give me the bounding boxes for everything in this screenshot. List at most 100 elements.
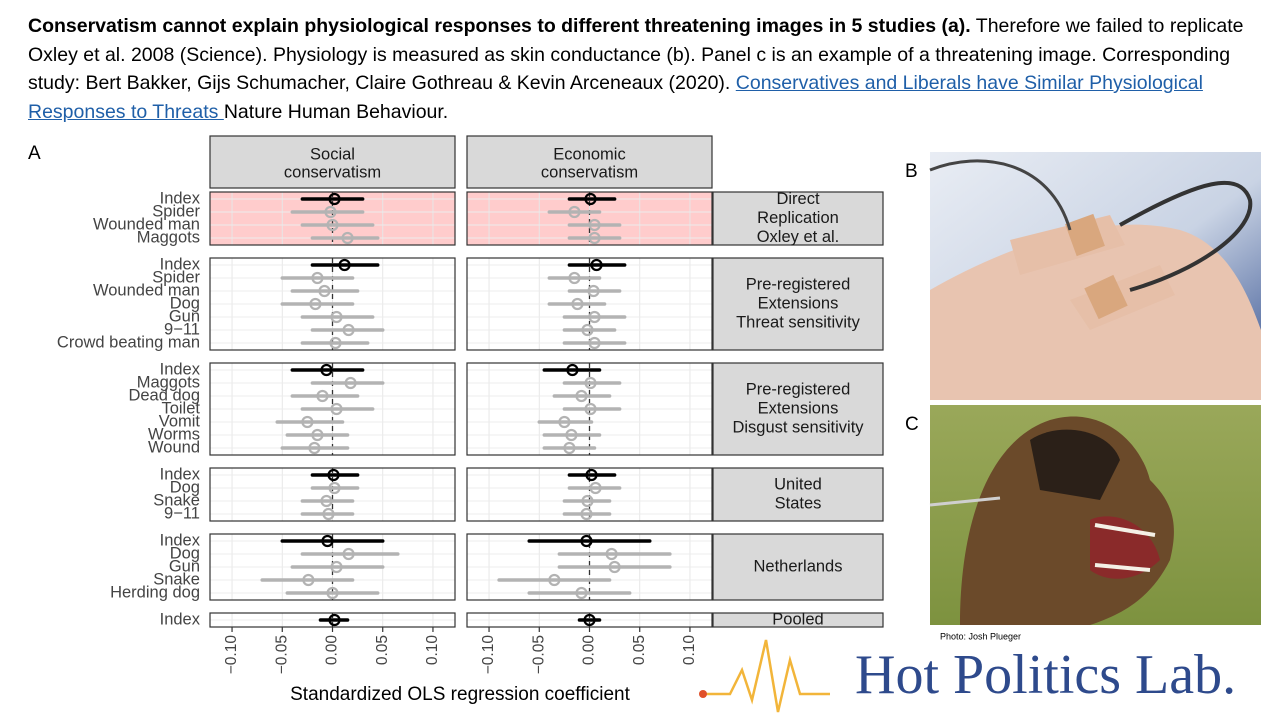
article-link[interactable]: Conservatives and Liberals have Similar … [28, 72, 1203, 123]
strip-label: Economic [553, 145, 625, 163]
estimate-point [321, 534, 334, 548]
estimate-point [301, 415, 314, 429]
strip-label: Extensions [758, 294, 839, 312]
logo-text: Hot Politics Lab. [855, 644, 1236, 706]
estimate-point [585, 468, 598, 482]
strip [712, 191, 884, 246]
x-tick-label: 0.10 [424, 635, 441, 666]
estimate-point [311, 271, 324, 285]
y-tick-label: Snake [153, 570, 200, 588]
panel-border [466, 362, 713, 456]
x-tick-label: 0.00 [581, 635, 598, 666]
estimate-point [330, 402, 343, 416]
panel-border [209, 362, 456, 456]
panel-border [466, 257, 713, 351]
estimate-point [320, 494, 333, 508]
x-tick-label: 0.00 [324, 635, 341, 666]
y-tick-label: Dog [170, 544, 200, 562]
strip-label: conservatism [284, 163, 381, 181]
panel-border [466, 191, 713, 246]
estimate-point [342, 323, 355, 337]
y-tick-label: Index [160, 360, 201, 378]
y-tick-label: 9−11 [164, 504, 200, 522]
y-tick-label: Maggots [137, 228, 200, 246]
y-tick-label: Spider [152, 202, 200, 220]
strip-label: States [775, 494, 822, 512]
strip-label: Netherlands [754, 557, 843, 575]
strip-label: Replication [757, 209, 839, 227]
estimate-point [575, 389, 588, 403]
strip [209, 135, 456, 189]
estimate-point [327, 468, 340, 482]
y-tick-label: Gun [169, 557, 200, 575]
y-tick-label: Worms [148, 425, 200, 443]
estimate-point [588, 218, 601, 232]
estimate-point [581, 494, 594, 508]
y-tick-label: Index [160, 465, 201, 483]
panel-border [209, 467, 456, 522]
estimate-point [320, 363, 333, 377]
caption-bold: Conservatism cannot explain physiologica… [28, 15, 971, 37]
estimate-point [588, 231, 601, 245]
estimate-point [330, 560, 343, 574]
caption-tail: Nature Human Behaviour. [223, 100, 449, 123]
logo: Hot Politics Lab. [699, 639, 1236, 713]
estimate-point [568, 205, 581, 219]
estimate-point [565, 428, 578, 442]
estimate-point [581, 323, 594, 337]
estimate-point [318, 284, 331, 298]
estimate-point [583, 613, 596, 627]
y-tick-label: Index [160, 255, 201, 273]
panel-border [209, 533, 456, 601]
estimate-point [608, 560, 621, 574]
y-tick-label: Index [160, 531, 201, 549]
panel-label: A [28, 143, 41, 164]
estimate-point [571, 297, 584, 311]
y-tick-label: Dog [170, 478, 200, 496]
x-tick-label: 0.05 [631, 635, 648, 665]
estimate-point [580, 507, 593, 521]
y-tick-label: Toilet [161, 399, 200, 417]
y-tick-label: Spider [152, 268, 200, 286]
strip-label: Oxley et al. [757, 228, 840, 246]
photo-dog [929, 405, 1261, 625]
estimate-point [588, 310, 601, 324]
estimate-point [558, 415, 571, 429]
photo-sensor [929, 152, 1261, 400]
y-tick-label: Snake [153, 491, 200, 509]
x-tick-label: −0.10 [480, 635, 497, 675]
strip-label: Direct [776, 190, 820, 208]
estimate-point [322, 507, 335, 521]
x-axis-label: Standardized OLS regression coefficient [290, 684, 630, 705]
caption: Conservatism cannot explain physiologica… [28, 12, 1263, 126]
photo-credit: Photo: Josh Plueger [940, 631, 1021, 641]
strip [466, 135, 713, 189]
y-tick-label: 9−11 [164, 320, 200, 338]
y-tick-label: Index [160, 610, 201, 628]
panel-border [209, 191, 456, 246]
y-tick-label: Maggots [137, 373, 200, 391]
strip-label: Social [310, 145, 355, 163]
y-tick-label: Wounded man [93, 281, 200, 299]
estimate-point [342, 547, 355, 561]
estimate-point [584, 376, 597, 390]
estimate-point [302, 573, 315, 587]
strip-label: Extensions [758, 399, 839, 417]
estimate-point [330, 310, 343, 324]
estimate-point [316, 389, 329, 403]
estimate-point [584, 402, 597, 416]
x-tick-label: 0.10 [681, 635, 698, 666]
panel-border [209, 257, 456, 351]
estimate-point [309, 297, 322, 311]
estimate-point [587, 284, 600, 298]
x-tick-label: 0.05 [374, 635, 391, 665]
strip [712, 533, 884, 601]
strip-label: Pre-registered [746, 380, 851, 398]
strip-label: Pre-registered [746, 275, 851, 293]
strip [712, 257, 884, 351]
strip-label: conservatism [541, 163, 638, 181]
estimate-point [308, 441, 321, 455]
estimate-point [568, 271, 581, 285]
estimate-point [326, 586, 339, 600]
